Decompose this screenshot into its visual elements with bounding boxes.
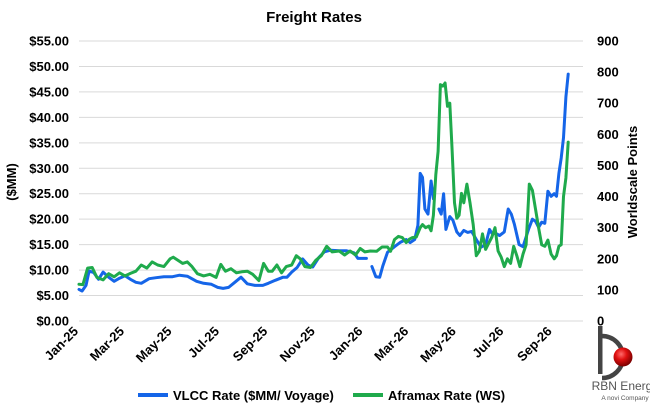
y-tick-label: $30.00 [29,161,69,176]
y2-axis-title: Worldscale Points [625,126,640,238]
x-tick-label: Nov-25 [277,324,318,365]
y2-tick-label: 800 [597,65,619,80]
logo-name: RBN Energy [592,379,650,393]
y-tick-label: $35.00 [29,135,69,150]
x-tick-label: Jan-25 [41,324,81,364]
y2-tick-label: 200 [597,251,619,266]
x-tick-label: Jan-26 [326,324,366,364]
x-tick-label: Mar-25 [87,324,127,364]
x-axis-ticks: Jan-25 Mar-25 May-25 Jul-25 Sep-25 Nov-25 Jan-… [41,324,554,366]
y2-tick-label: 100 [597,282,619,297]
y-tick-label: $5.00 [36,288,69,303]
vlcc-rate-line-segment-1 [370,171,435,279]
y-tick-label: $15.00 [29,237,69,252]
y-tick-label: $45.00 [29,84,69,99]
x-tick-label: Jul-25 [185,324,222,361]
legend: VLCC Rate ($MM/ Voyage) Aframax Rate (WS… [138,388,505,403]
y-tick-label: $10.00 [29,263,69,278]
logo-red-ball [613,347,633,367]
y-axis-title: ($MM) [4,163,19,201]
y-tick-label: $0.00 [36,314,69,329]
x-tick-label: May-26 [417,324,459,366]
logo-bar [598,326,603,374]
y2-tick-label: 900 [597,34,619,49]
x-tick-label: Mar-26 [371,324,411,364]
y2-tick-label: 300 [597,220,619,235]
right-axis-ticks: 0 100 200 300 400 500 600 700 800 900 [597,34,619,329]
y-tick-label: $20.00 [29,212,69,227]
y2-tick-label: 500 [597,158,619,173]
x-tick-label: Jul-26 [469,324,506,361]
x-tick-label: Sep-25 [230,324,271,365]
gridlines [79,40,583,322]
y-tick-label: $40.00 [29,110,69,125]
left-axis-ticks: $0.00 $5.00 $10.00 $15.00 $20.00 $25.00 $30.00… [29,34,69,329]
y2-tick-label: 0 [597,314,604,329]
x-tick-label: May-25 [133,324,175,366]
vlcc-rate-line-segment-0 [77,248,368,293]
legend-label-vlcc: VLCC Rate ($MM/ Voyage) [173,388,334,403]
chart-title: Freight Rates [266,9,362,26]
y2-tick-label: 700 [597,96,619,111]
aframax-rate-line-segment-0 [77,81,570,287]
vlcc-rate-line-segment-2 [437,72,570,249]
y-tick-label: $55.00 [29,34,69,49]
rbn-logo: RBN Energy A novi Company [592,326,650,402]
x-tick-label: Sep-26 [514,324,555,365]
legend-label-aframax: Aframax Rate (WS) [388,388,505,403]
y-tick-label: $50.00 [29,59,69,74]
logo-tagline: A novi Company [601,395,649,402]
y2-tick-label: 600 [597,127,619,142]
y2-tick-label: 400 [597,189,619,204]
y-tick-label: $25.00 [29,186,69,201]
series-lines [77,72,570,293]
